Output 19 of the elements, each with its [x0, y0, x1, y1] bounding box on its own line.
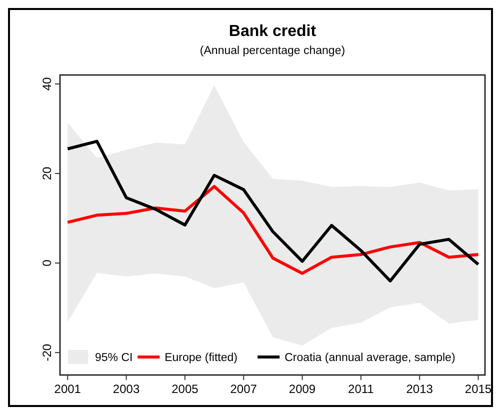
x-tick-label: 2005: [172, 382, 199, 396]
x-tick-label: 2003: [112, 382, 140, 396]
line-series: [66, 184, 480, 275]
annotation: 95% CI: [95, 352, 133, 364]
x-tick-label: 2011: [348, 382, 374, 396]
x-tick-label: 2015: [464, 382, 492, 396]
x-tick-label: 2009: [288, 382, 316, 396]
y-tick-label: -20: [40, 344, 54, 362]
y-tick-label: 20: [40, 166, 54, 180]
x-tick-label: 2007: [230, 382, 258, 396]
chart-subtitle: (Annual percentage change): [200, 45, 346, 57]
x-tick-label: 2001: [54, 382, 82, 396]
y-tick-label: 0: [40, 259, 54, 266]
y-tick-label: 40: [40, 76, 54, 91]
legend-label: Croatia (annual average, sample): [284, 352, 456, 364]
legend-label: Europe (fitted): [164, 352, 238, 364]
line-series: [66, 140, 480, 282]
x-tick-label: 2013: [406, 382, 434, 396]
chart-title: Bank credit: [228, 23, 317, 40]
